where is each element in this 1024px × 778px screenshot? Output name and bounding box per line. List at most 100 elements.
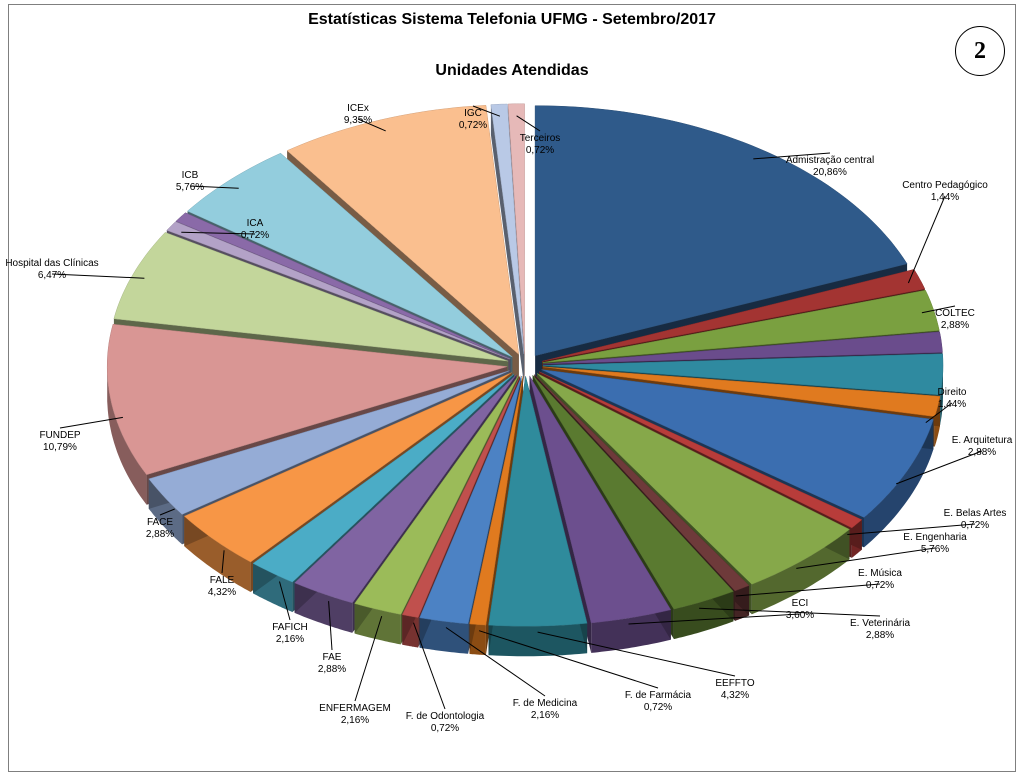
leader-line-22 <box>51 273 145 279</box>
pie-slice-27 <box>490 103 525 354</box>
pie-slice-12 <box>488 376 588 627</box>
pie-slice-21 <box>106 323 508 475</box>
slice-label-22: Hospital das Clínicas <box>5 258 98 269</box>
leader-line-11 <box>628 613 801 625</box>
slice-value-12: 4,32% <box>721 690 749 701</box>
pie-slice-14 <box>419 375 522 625</box>
chart-title: Estatísticas Sistema Telefonia UFMG - Se… <box>308 11 716 28</box>
slice-value-25: 5,76% <box>176 182 204 193</box>
slice-label-6: E. Arquitetura <box>952 435 1013 446</box>
leader-line-12 <box>537 631 736 677</box>
leader-line-16 <box>354 616 383 702</box>
chart-frame <box>8 4 1016 772</box>
pie-slice-0 <box>534 105 908 357</box>
leader-line-28 <box>516 115 541 132</box>
pie-slice-11 <box>529 375 672 624</box>
slice-label-9: E. Música <box>858 568 902 579</box>
slice-value-23: 0,72% <box>241 230 269 241</box>
leader-line-25 <box>189 185 239 189</box>
leader-line-13 <box>478 630 659 689</box>
slice-side-21 <box>107 366 147 505</box>
slice-label-17: FAE <box>323 652 342 663</box>
pie-slice-23 <box>166 221 510 360</box>
leader-line-26 <box>357 118 386 132</box>
slice-label-16: ENFERMAGEM <box>319 703 391 714</box>
slice-label-8: E. Engenharia <box>903 532 967 543</box>
pie-slice-6 <box>541 369 934 518</box>
leader-line-18 <box>279 581 291 621</box>
slice-value-14: 2,16% <box>531 710 559 721</box>
slice-label-23: ICA <box>247 218 264 229</box>
slice-value-11: 3,60% <box>786 610 814 621</box>
leader-line-21 <box>59 416 123 429</box>
leader-line-0 <box>753 152 831 160</box>
pie-slice-1 <box>541 269 926 362</box>
pie-slice-10 <box>532 375 734 610</box>
pie-slice-7 <box>539 371 863 529</box>
slice-value-13: 0,72% <box>644 702 672 713</box>
slice-side-12 <box>488 623 588 657</box>
pie-slice-22 <box>113 232 509 362</box>
pie-slice-17 <box>294 374 517 604</box>
page-number-badge: 2 <box>955 26 1005 76</box>
slice-label-18: FAFICH <box>272 622 308 633</box>
slice-label-26: ICEx <box>347 103 369 114</box>
slice-label-7: E. Belas Artes <box>944 508 1007 519</box>
slice-value-0: 20,86% <box>813 167 847 178</box>
slice-label-27: IGC <box>464 108 482 119</box>
pie-slice-20 <box>148 370 510 515</box>
slice-value-5: 1,44% <box>938 399 966 410</box>
leader-line-5 <box>925 402 953 424</box>
slice-label-0: Admistração central <box>786 155 874 166</box>
leader-line-8 <box>796 547 936 569</box>
slice-value-10: 2,88% <box>866 630 894 641</box>
slice-value-17: 2,88% <box>318 664 346 675</box>
leader-line-6 <box>896 450 983 485</box>
leader-line-9 <box>735 583 881 597</box>
slice-label-28: Terceiros <box>520 133 561 144</box>
slice-label-5: Direito <box>938 387 967 398</box>
slice-value-26: 9,35% <box>344 115 372 126</box>
pie-slice-25 <box>187 152 513 358</box>
leader-line-15 <box>413 622 446 710</box>
leader-line-7 <box>847 523 976 535</box>
slice-value-19: 4,32% <box>208 587 236 598</box>
pie-slice-4 <box>542 353 944 396</box>
slice-label-15: F. de Odontologia <box>406 711 485 722</box>
slice-label-19: FALE <box>210 575 235 586</box>
slice-value-16: 2,16% <box>341 715 369 726</box>
leader-line-17 <box>328 601 333 651</box>
slice-value-28: 0,72% <box>526 145 554 156</box>
slice-side-14 <box>419 617 469 654</box>
slice-label-14: F. de Medicina <box>513 698 578 709</box>
pie-tops <box>106 103 944 627</box>
pie-slice-9 <box>534 374 750 592</box>
leader-line-14 <box>445 627 546 697</box>
slice-value-20: 2,88% <box>146 529 174 540</box>
slice-value-1: 1,44% <box>931 192 959 203</box>
pie-slice-26 <box>286 105 520 356</box>
slice-value-8: 5,76% <box>921 544 949 555</box>
slice-value-6: 2,88% <box>968 447 996 458</box>
leader-line-23 <box>181 231 256 235</box>
slice-label-11: ECI <box>792 598 809 609</box>
slice-label-1: Centro Pedagógico <box>902 180 988 191</box>
slice-value-9: 0,72% <box>866 580 894 591</box>
slice-label-25: ICB <box>182 170 199 181</box>
leader-line-10 <box>699 607 881 617</box>
pie-slice-28 <box>507 103 525 354</box>
pie-slice-19 <box>183 372 512 563</box>
slice-value-2: 2,88% <box>941 320 969 331</box>
pie-slice-13 <box>469 376 524 626</box>
slice-value-27: 0,72% <box>459 120 487 131</box>
slice-value-21: 10,79% <box>43 442 77 453</box>
leader-line-19 <box>221 550 225 574</box>
pie-slice-3 <box>542 331 943 365</box>
leader-line-2 <box>921 305 956 314</box>
slice-label-21: FUNDEP <box>39 430 80 441</box>
chart-subtitle: Unidades Atendidas <box>435 62 589 79</box>
leader-line-20 <box>159 508 175 516</box>
slice-value-18: 2,16% <box>276 634 304 645</box>
